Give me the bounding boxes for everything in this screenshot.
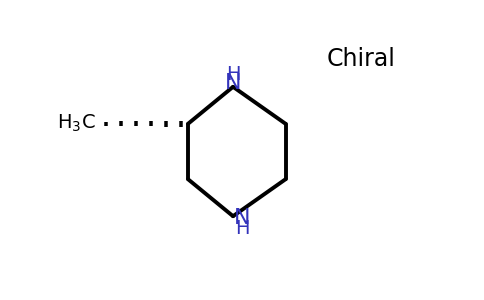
Text: H: H [226,64,240,84]
Text: H: H [235,219,250,238]
Text: N: N [225,74,242,93]
Text: Chiral: Chiral [326,47,395,71]
Text: H$_3$C: H$_3$C [58,113,96,134]
Text: N: N [234,208,251,229]
